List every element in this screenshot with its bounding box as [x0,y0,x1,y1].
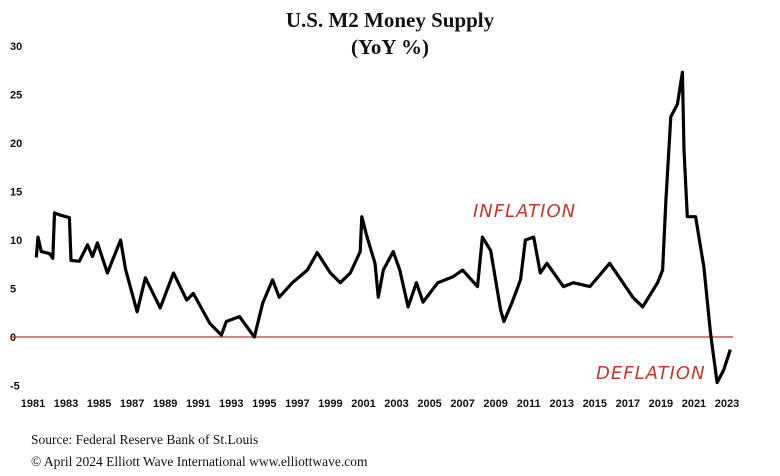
m2-yoy-line [34,70,732,385]
x-tick-label: 1995 [252,398,276,410]
x-tick-label: 1997 [285,398,309,410]
chart-title: U.S. M2 Money Supply [285,8,495,32]
y-tick-label: 30 [10,41,22,53]
source-note: Source: Federal Reserve Bank of St.Louis [31,432,259,447]
x-tick-label: 2001 [351,398,375,410]
x-tick-label: 1993 [219,398,243,410]
x-tick-label: 2019 [649,398,673,410]
inflation-annotation: INFLATION [473,201,577,222]
x-tick-label: 1985 [87,398,111,410]
x-tick-label: 1983 [54,398,78,410]
x-tick-label: 1989 [153,398,177,410]
x-tick-label: 2021 [682,398,706,410]
x-tick-label: 2017 [616,398,640,410]
x-tick-label: 2005 [417,398,441,410]
x-tick-label: 2003 [384,398,408,410]
x-tick-label: 1987 [120,398,144,410]
x-tick-label: 2023 [715,398,739,410]
y-tick-label: 20 [10,138,22,150]
x-tick-label: 2013 [550,398,574,410]
deflation-annotation: DEFLATION [596,363,706,384]
x-tick-label: 2011 [517,398,541,410]
x-tick-label: 2007 [450,398,474,410]
y-tick-label: 25 [10,90,22,102]
x-tick-label: 1999 [318,398,342,410]
x-tick-label: 1991 [186,398,210,410]
y-tick-label: 0 [10,332,16,344]
x-tick-label: 2009 [483,398,507,410]
copyright-note: © April 2024 Elliott Wave International … [31,454,368,469]
x-tick-label: 2015 [583,398,607,410]
y-tick-label: 10 [10,235,22,247]
y-tick-label: 5 [10,284,16,296]
x-tick-label: 1981 [21,398,45,410]
chart-subtitle: (YoY %) [351,35,429,59]
y-tick-label: -5 [10,381,20,393]
y-tick-label: 15 [10,187,22,199]
